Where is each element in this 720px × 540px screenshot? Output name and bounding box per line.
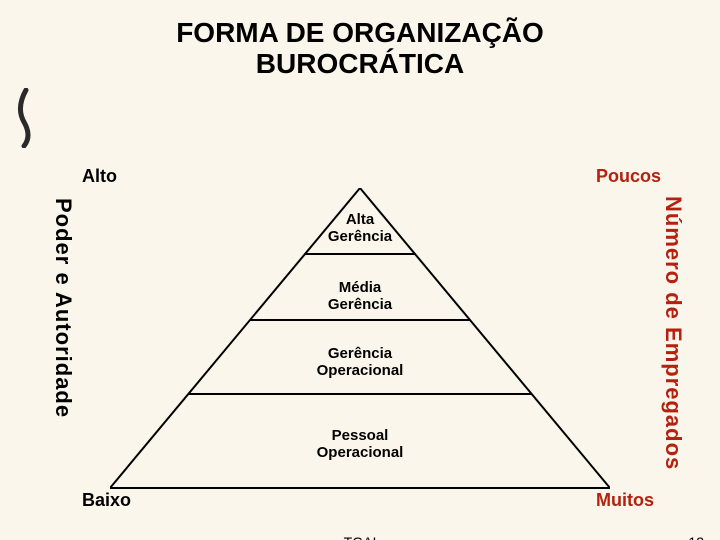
pyramid-level-1: MédiaGerência bbox=[110, 280, 610, 313]
title-line1: FORMA DE ORGANIZAÇÃO bbox=[40, 18, 680, 49]
decor-brush bbox=[14, 88, 44, 148]
pyramid-level-2: GerênciaOperacional bbox=[110, 346, 610, 379]
vlabel-right: Número de Empregados bbox=[660, 196, 686, 470]
pyramid-level-0: AltaGerência bbox=[110, 212, 610, 245]
label-poucos: Poucos bbox=[596, 166, 661, 187]
page-title: FORMA DE ORGANIZAÇÃO BUROCRÁTICA bbox=[40, 18, 680, 80]
footer-right: 12 bbox=[688, 534, 704, 540]
footer-center: TGAI bbox=[344, 534, 377, 540]
title-line2: BUROCRÁTICA bbox=[40, 49, 680, 80]
pyramid-level-3: PessoalOperacional bbox=[110, 428, 610, 461]
label-alto: Alto bbox=[82, 166, 117, 187]
vlabel-left: Poder e Autoridade bbox=[50, 198, 76, 418]
pyramid: AltaGerência MédiaGerência GerênciaOperaci… bbox=[110, 188, 610, 508]
